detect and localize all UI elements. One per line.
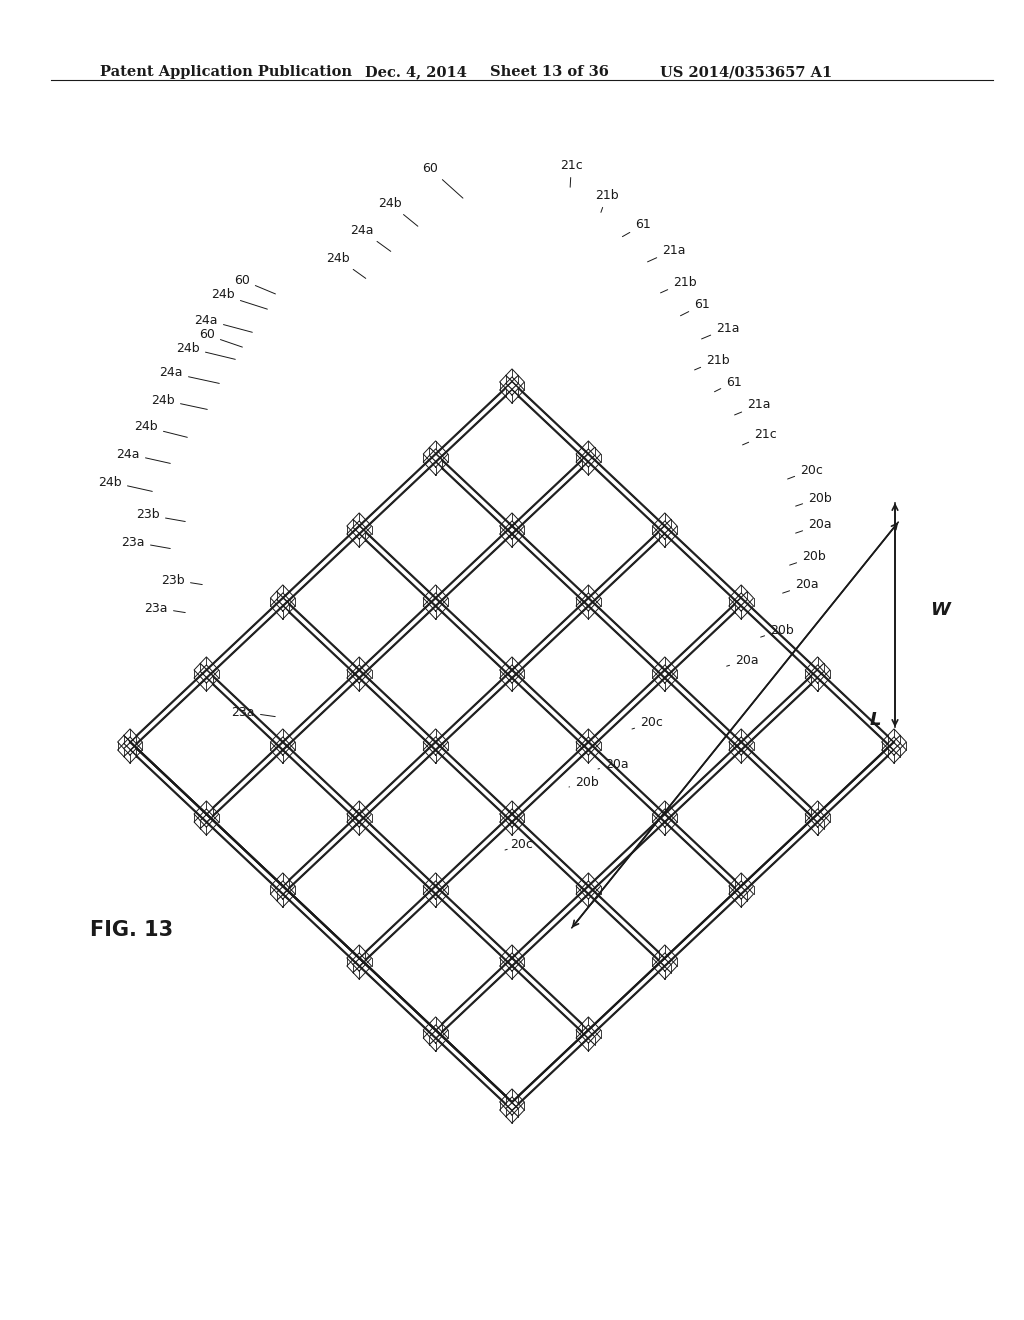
Text: 20b: 20b <box>790 550 825 565</box>
Text: 23a: 23a <box>231 705 275 718</box>
Text: Sheet 13 of 36: Sheet 13 of 36 <box>490 65 609 79</box>
Text: 24b: 24b <box>378 197 418 226</box>
Text: 60: 60 <box>422 162 463 198</box>
Text: 60: 60 <box>199 329 243 347</box>
Text: 24b: 24b <box>211 289 267 309</box>
Text: Dec. 4, 2014: Dec. 4, 2014 <box>365 65 467 79</box>
Text: 21a: 21a <box>734 399 770 414</box>
Text: 24b: 24b <box>98 475 153 491</box>
Text: Patent Application Publication: Patent Application Publication <box>100 65 352 79</box>
Text: 21c: 21c <box>560 158 583 187</box>
Text: 61: 61 <box>623 219 650 236</box>
Text: 21a: 21a <box>701 322 739 339</box>
Text: 24a: 24a <box>117 447 170 463</box>
Text: 24b: 24b <box>176 342 236 359</box>
Text: 21b: 21b <box>660 276 696 293</box>
Text: 20b: 20b <box>761 623 794 638</box>
Text: 60: 60 <box>234 273 275 294</box>
Text: 20a: 20a <box>598 758 629 771</box>
Text: 20c: 20c <box>505 838 532 851</box>
Text: 20c: 20c <box>632 717 663 730</box>
Text: 23b: 23b <box>136 508 185 521</box>
Text: US 2014/0353657 A1: US 2014/0353657 A1 <box>660 65 833 79</box>
Text: 61: 61 <box>715 375 741 392</box>
Text: 20a: 20a <box>796 519 831 533</box>
Text: 20b: 20b <box>796 491 831 506</box>
Text: 24b: 24b <box>327 252 366 279</box>
Text: 24b: 24b <box>152 393 207 409</box>
Text: 21a: 21a <box>647 243 685 261</box>
Text: 20a: 20a <box>727 653 759 667</box>
Text: 23a: 23a <box>144 602 185 615</box>
Text: 24a: 24a <box>350 224 391 251</box>
Text: 23b: 23b <box>162 573 203 586</box>
Text: 21b: 21b <box>595 189 618 213</box>
Text: W: W <box>930 601 950 619</box>
Text: 24a: 24a <box>195 314 252 333</box>
Text: 20b: 20b <box>569 776 599 788</box>
Text: 20a: 20a <box>782 578 818 593</box>
Text: 24b: 24b <box>134 421 187 437</box>
Text: 21c: 21c <box>742 429 777 445</box>
Text: L: L <box>870 711 882 729</box>
Text: 24a: 24a <box>160 367 219 383</box>
Text: 21b: 21b <box>694 354 730 370</box>
Text: FIG. 13: FIG. 13 <box>90 920 173 940</box>
Text: 61: 61 <box>681 298 710 315</box>
Text: 20c: 20c <box>787 463 823 479</box>
Text: 23a: 23a <box>122 536 170 549</box>
